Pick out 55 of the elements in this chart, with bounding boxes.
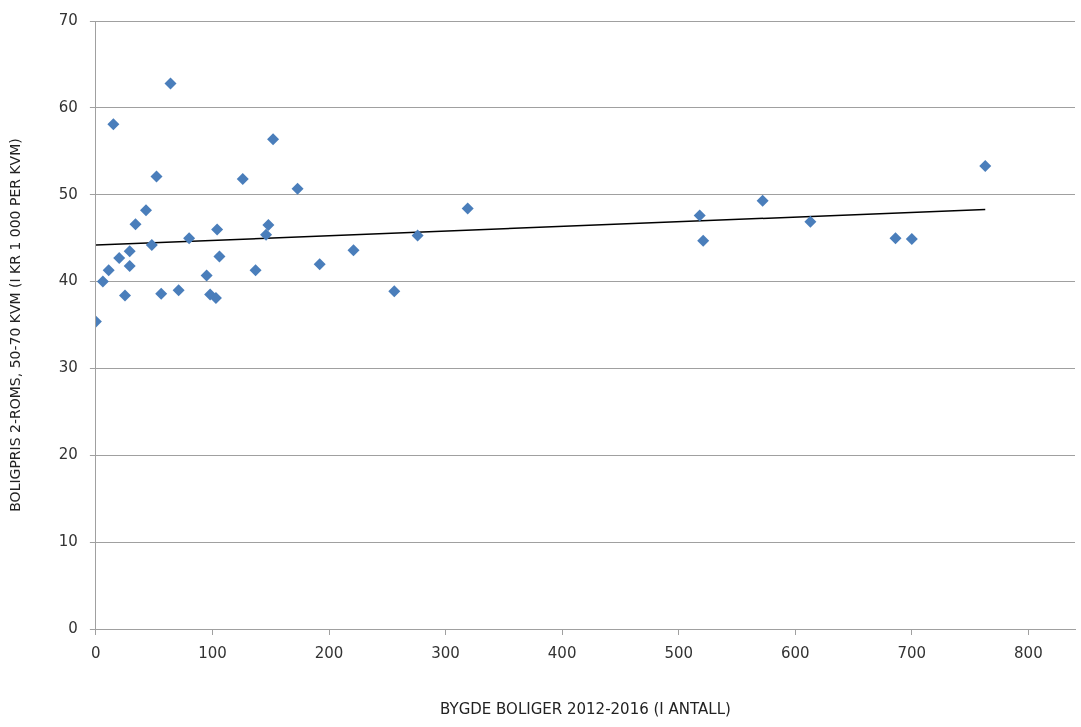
point: [123, 245, 136, 258]
x-axis-title: BYGDE BOLIGER 2012-2016 (I ANTALL): [440, 699, 731, 718]
point: [213, 250, 226, 263]
y-tick-label: 0: [68, 618, 78, 637]
y-tick-label: 70: [58, 10, 78, 29]
point: [260, 228, 273, 241]
point: [123, 259, 136, 272]
x-tick-label: 700: [897, 643, 927, 662]
point: [804, 215, 817, 228]
point: [889, 232, 902, 245]
point: [119, 289, 132, 302]
point: [979, 160, 992, 173]
point: [129, 218, 142, 231]
point: [411, 229, 424, 242]
point: [200, 269, 213, 282]
point: [183, 232, 196, 245]
y-tick-label: 40: [58, 271, 78, 290]
x-tick-label: 100: [198, 643, 227, 662]
point: [291, 182, 304, 195]
x-tick-label: 0: [91, 643, 101, 662]
point: [313, 258, 326, 271]
y-tick-label: 60: [58, 97, 78, 116]
x-tick-label: 500: [664, 643, 694, 662]
point: [96, 275, 109, 288]
point: [164, 77, 177, 90]
point: [236, 173, 249, 186]
point: [140, 204, 153, 217]
point: [262, 219, 275, 232]
point: [107, 118, 120, 131]
y-tick-label: 10: [58, 532, 78, 551]
point: [211, 223, 224, 236]
point: [388, 285, 401, 298]
y-tick-label: 30: [58, 358, 78, 377]
point: [155, 287, 168, 300]
y-tick-label: 20: [58, 445, 78, 464]
point: [693, 209, 706, 222]
y-axis-title: BOLIGPRIS 2-ROMS, 50-70 KVM (I KR 1 000 PER KVM): [7, 138, 24, 512]
point: [249, 264, 262, 277]
point: [347, 244, 360, 257]
point: [461, 202, 474, 215]
point: [150, 170, 163, 183]
x-tick-label: 400: [547, 643, 577, 662]
point: [267, 133, 280, 146]
x-tick-label: 800: [1014, 643, 1043, 662]
point: [172, 284, 185, 297]
point: [697, 234, 710, 247]
point: [756, 194, 769, 207]
x-tick-label: 200: [314, 643, 344, 662]
y-tick-label: 50: [58, 184, 78, 203]
x-tick-label: 300: [431, 643, 460, 662]
point: [145, 239, 158, 252]
x-tick-label: 600: [780, 643, 810, 662]
point: [102, 264, 115, 277]
point: [113, 252, 126, 265]
point: [905, 233, 918, 246]
